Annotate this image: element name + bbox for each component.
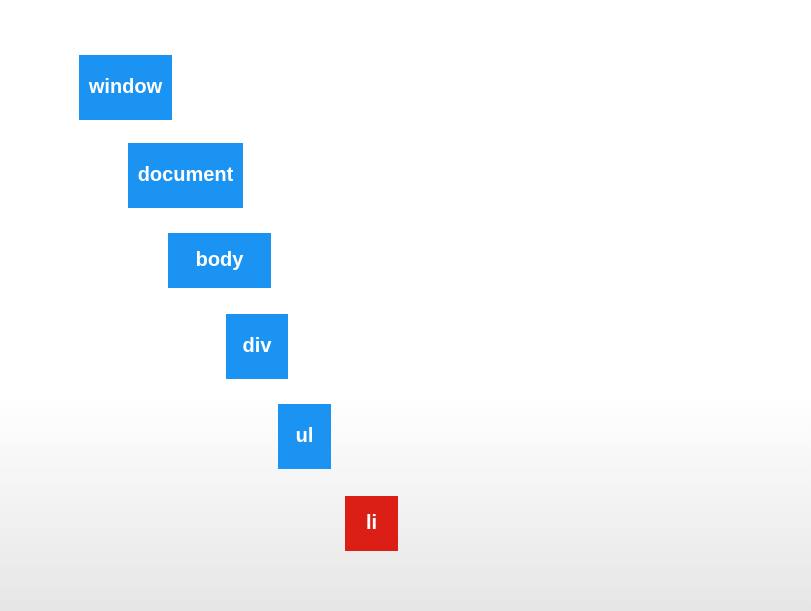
node-label: li — [365, 512, 378, 534]
node-window: window — [79, 55, 172, 120]
node-li-target: li — [345, 496, 398, 551]
node-label: ul — [295, 425, 314, 447]
node-label: body — [195, 249, 244, 271]
node-label: document — [137, 164, 234, 186]
node-ul: ul — [278, 404, 331, 469]
node-body: body — [168, 233, 271, 288]
node-label: window — [88, 76, 163, 98]
node-document: document — [128, 143, 243, 208]
node-label: div — [242, 335, 272, 357]
node-div: div — [226, 314, 288, 379]
